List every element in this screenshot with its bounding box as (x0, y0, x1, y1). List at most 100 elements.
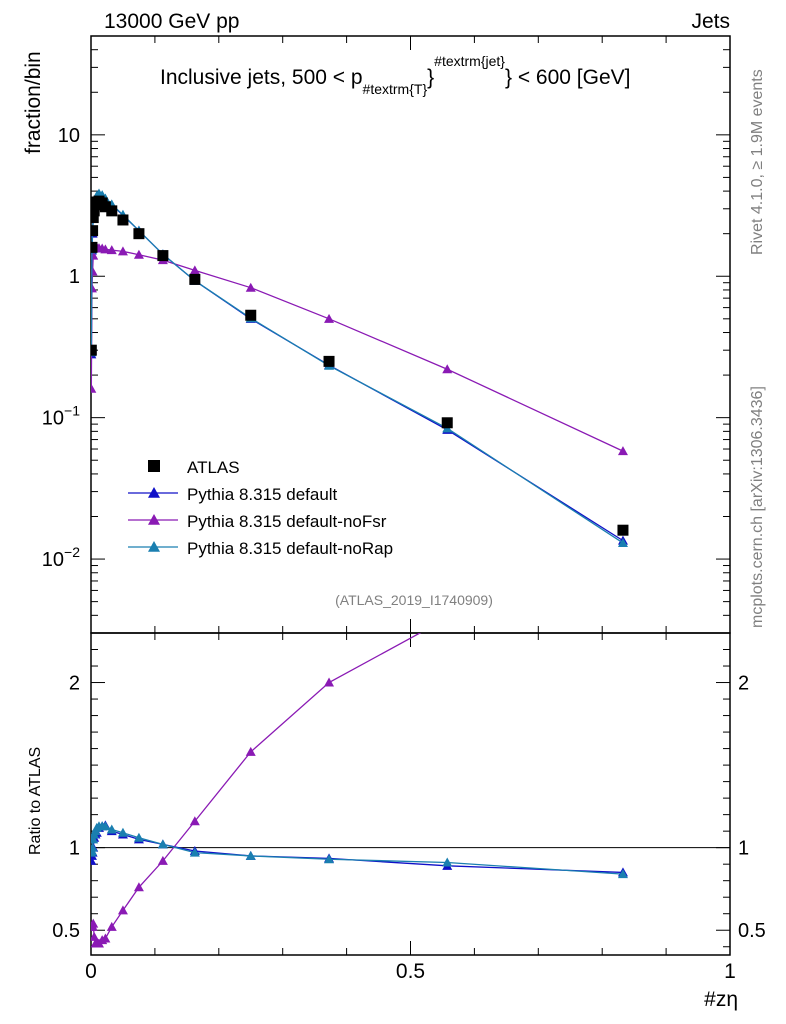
series-noFsr-ratio-line (91, 633, 422, 945)
atlas-data-point (617, 524, 629, 536)
main-panel-series (91, 188, 629, 547)
atlas-data-point (106, 205, 118, 217)
series-noFsr-ratio-marker (100, 933, 111, 943)
plot-title: Inclusive jets, 500 < p#textrm{T}}#textr… (160, 53, 631, 97)
series-noRap-ratio-marker (117, 827, 128, 837)
title-pre: Inclusive jets, 500 < p (160, 66, 363, 89)
series-noRap-ratio-marker (189, 847, 200, 857)
y-tick-base: 10 (58, 125, 80, 147)
legend-marker-atlas (148, 460, 160, 472)
y-tick-base: 10 (42, 408, 64, 430)
header-right: Jets (691, 10, 730, 33)
legend-marker (148, 541, 160, 552)
rivet-label: Rivet 4.1.0, ≥ 1.9M events (749, 69, 766, 255)
series-noRap-ratio-marker (133, 832, 144, 842)
series-noFsr-marker (106, 245, 117, 255)
ratio-panel-series (91, 413, 628, 948)
series-noFsr-marker (617, 446, 628, 456)
series-noFsr-marker (100, 244, 111, 254)
y-tick-label-main: 10−1 (42, 403, 80, 430)
title-post: } < 600 [GeV] (505, 66, 631, 89)
series-noFsr-marker (189, 265, 200, 275)
y-tick-label-ratio: 1 (69, 838, 80, 860)
atlas-data-point (245, 309, 257, 321)
y-tick-base: 1 (69, 266, 80, 288)
y-tick-exponent: −2 (64, 544, 80, 560)
y-axis-label-ratio: Ratio to ATLAS (27, 747, 44, 855)
series-noFsr-ratio-marker (106, 921, 117, 931)
series-noRap-ratio-marker (324, 854, 335, 864)
legend: ATLAS Pythia 8.315 default Pythia 8.315 de… (128, 458, 393, 558)
legend-label: Pythia 8.315 default (187, 485, 338, 504)
series-noFsr-ratio-marker (189, 816, 200, 826)
series-noFsr-ratio-marker (442, 613, 452, 622)
series-noRap-ratio-marker (617, 869, 628, 879)
y-tick-label-ratio: 2 (69, 673, 80, 695)
series-noFsr-marker (91, 383, 97, 393)
y-tick-label-ratio-right: 1 (738, 838, 749, 860)
y-tick-label-ratio-right: 0.5 (738, 920, 766, 942)
series-noRap-ratio-marker (442, 857, 453, 867)
title-mid: } (427, 66, 434, 89)
atlas-data-point (157, 250, 169, 262)
series-default-line (91, 193, 624, 542)
series-noRap-line (91, 192, 624, 544)
y-tick-label-ratio: 0.5 (52, 920, 80, 942)
series-noFsr-ratio-marker (117, 905, 128, 915)
x-tick-label: 1 (724, 960, 736, 983)
series-noRap-ratio-marker (245, 850, 256, 860)
title-sub: #textrm{T} (363, 81, 428, 97)
y-tick-label-main: 10−2 (42, 544, 80, 571)
series-noFsr-marker (117, 246, 128, 256)
atlas-data-point (323, 355, 335, 367)
series-noFsr-ratio-marker (324, 677, 335, 687)
series-noRap-ratio-marker (100, 821, 111, 831)
analysis-watermark: (ATLAS_2019_I1740909) (335, 592, 493, 608)
atlas-data-point (189, 273, 201, 285)
series-noRap-marker (617, 537, 628, 547)
x-tick-label: 0.5 (396, 960, 425, 983)
atlas-data-point (91, 241, 98, 253)
legend-label: ATLAS (187, 458, 240, 477)
x-axis-label: #zη (704, 988, 738, 1011)
atlas-data-point (117, 214, 129, 226)
series-noFsr-ratio-marker (618, 413, 628, 422)
y-tick-label-main: 1 (69, 266, 80, 288)
ratio-plot-frame (90, 632, 731, 956)
atlas-data-point (91, 225, 99, 237)
series-noFsr-ratio-marker (157, 855, 168, 865)
mcplots-label: mcplots.cern.ch [arXiv:1306.3436] (749, 386, 766, 628)
atlas-data-point (91, 344, 97, 356)
atlas-data-point (91, 212, 99, 224)
series-noFsr-marker (91, 283, 97, 293)
atlas-data-point (133, 228, 145, 240)
series-noFsr-marker (91, 266, 98, 276)
series-noRap-ratio-marker (91, 842, 98, 852)
atlas-data-point (441, 417, 453, 429)
legend-label: Pythia 8.315 default-noRap (187, 539, 393, 558)
legend-label: Pythia 8.315 default-noFsr (187, 512, 387, 531)
data-series (91, 188, 629, 948)
series-noRap-ratio-marker (157, 839, 168, 849)
series-noFsr-marker (133, 249, 144, 259)
y-tick-label-ratio-right: 2 (738, 673, 749, 695)
series-noFsr-ratio-marker (91, 918, 99, 928)
x-tick-label: 0 (85, 960, 97, 983)
y-tick-label-main: 10 (58, 125, 80, 147)
series-noFsr-line (91, 245, 624, 452)
series-noFsr-marker (324, 313, 335, 323)
y-tick-exponent: −1 (64, 403, 80, 419)
series-noFsr-marker (245, 282, 256, 292)
atlas-data-point (91, 205, 100, 217)
series-noRap-ratio-marker (106, 824, 117, 834)
series-noFsr-ratio-marker (91, 931, 100, 941)
y-axis-label-main: fraction/bin (22, 51, 45, 154)
y-tick-base: 10 (42, 549, 64, 571)
legend-marker (148, 487, 160, 498)
series-noFsr-marker (442, 364, 453, 374)
series-default-ratio-line (91, 824, 623, 874)
legend-marker (148, 514, 160, 525)
title-sup: #textrm{jet} (434, 53, 505, 69)
